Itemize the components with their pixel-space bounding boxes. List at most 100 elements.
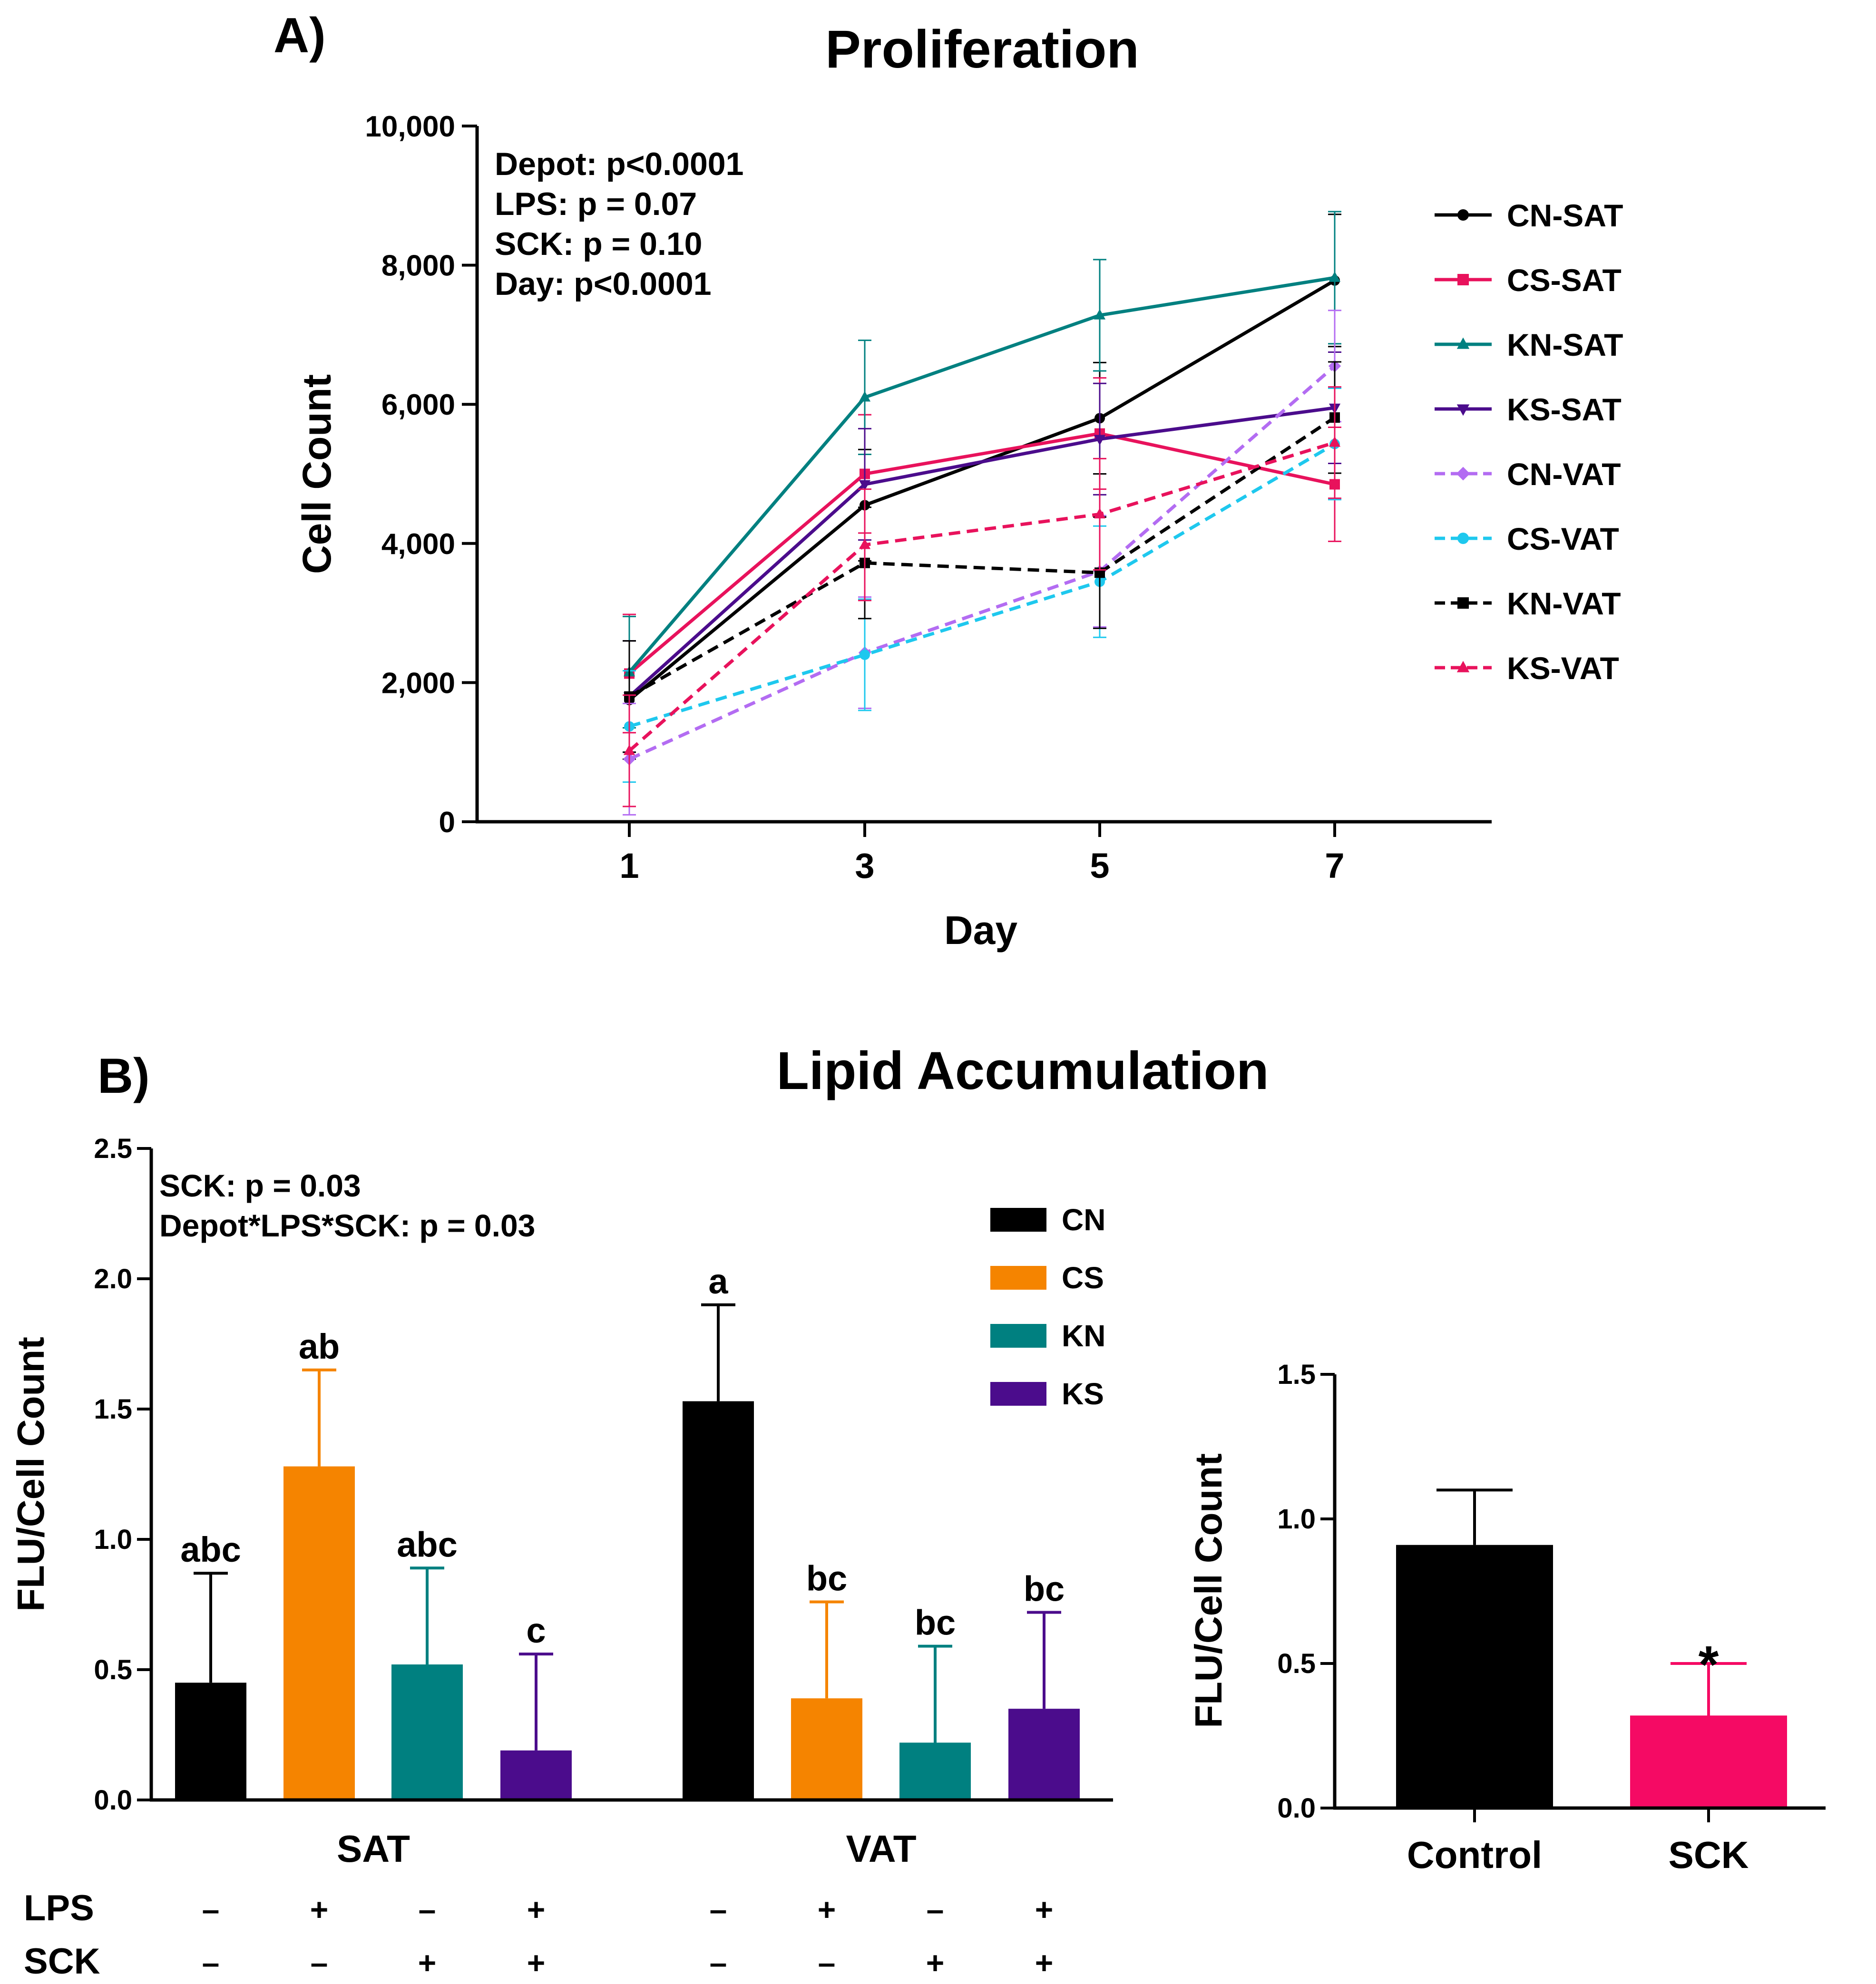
panel-b-label: B) — [98, 1049, 150, 1104]
y-tick-label: 2.5 — [94, 1133, 132, 1164]
y-tick-label: 1.5 — [1277, 1359, 1316, 1390]
lipid-legend: CN CS KN KS — [990, 1203, 1105, 1411]
significance-letter: bc — [915, 1603, 956, 1643]
series-ks-vat — [623, 386, 1341, 807]
bar — [1008, 1709, 1080, 1800]
lipid-title: Lipid Accumulation — [777, 1041, 1269, 1100]
legend-marker — [1457, 533, 1469, 544]
treatment-sign: + — [527, 1945, 546, 1980]
significance-letter: bc — [806, 1559, 847, 1598]
series-line — [628, 365, 1336, 761]
treatment-row-label: SCK — [24, 1941, 100, 1982]
treatment-sign: – — [419, 1892, 436, 1927]
legend-marker — [1456, 337, 1470, 349]
proliferation-y-label: Cell Count — [294, 374, 339, 574]
treatment-row-label: LPS — [24, 1888, 94, 1928]
treatment-sign: – — [202, 1945, 220, 1980]
data-point — [859, 391, 871, 402]
treatment-sign: + — [1035, 1945, 1054, 1980]
significance-asterisk: * — [1699, 1635, 1719, 1694]
x-tick-label: 5 — [1090, 846, 1109, 885]
bar — [500, 1750, 572, 1800]
legend-label: CS — [1062, 1261, 1104, 1295]
control-vs-sck-bars: Control * SCK — [1396, 1488, 1787, 1876]
y-tick-label: 0.0 — [94, 1785, 132, 1816]
control-vs-sck-y-axis: 0.0 0.5 1.0 1.5 — [1277, 1359, 1335, 1824]
x-tick-label: 7 — [1325, 846, 1344, 885]
data-point — [1094, 508, 1106, 519]
data-point — [1329, 271, 1341, 282]
bar-control: Control — [1396, 1488, 1553, 1876]
y-tick-label: 10,000 — [365, 110, 455, 143]
data-point — [1094, 435, 1106, 446]
legend-label: CS-SAT — [1507, 263, 1622, 298]
significance-letter: bc — [1024, 1569, 1065, 1608]
series-line — [628, 416, 1336, 698]
treatment-sign: – — [818, 1945, 836, 1980]
legend-marker — [1457, 274, 1469, 285]
bar-vat-ks: bc — [1008, 1569, 1080, 1800]
bar-sck: * SCK — [1630, 1635, 1787, 1876]
series-line — [628, 442, 1336, 728]
y-tick-label: 0.5 — [94, 1654, 132, 1685]
bar-sat-ks: c — [500, 1611, 572, 1800]
series-line — [628, 432, 1335, 675]
y-tick-label: 2.0 — [94, 1264, 132, 1294]
series-cn-sat — [623, 214, 1341, 760]
bar — [1396, 1545, 1553, 1808]
x-tick-label: 3 — [855, 846, 874, 885]
series-cs-vat — [623, 388, 1341, 783]
data-point — [860, 649, 870, 660]
panel-a-label: A) — [274, 8, 326, 63]
treatment-table: LPS – + – + – + – + SCK – – + + – – + + — [24, 1888, 1053, 1982]
bar — [1630, 1715, 1787, 1808]
proliferation-series — [623, 211, 1341, 816]
treatment-sign: – — [710, 1892, 727, 1927]
proliferation-stats: Depot: p<0.0001 LPS: p = 0.07 SCK: p = 0… — [495, 146, 743, 302]
proliferation-legend: CN-SAT CS-SAT KN-SAT KS-SAT CN-VAT CS-VAT KN-V… — [1435, 198, 1623, 686]
legend-label: KS-VAT — [1507, 651, 1619, 686]
treatment-sign: – — [202, 1892, 220, 1927]
control-vs-sck-plot: 0.0 0.5 1.0 1.5 Control * SCK — [1277, 1359, 1826, 1876]
significance-letter: c — [526, 1611, 546, 1650]
y-tick-label: 2,000 — [381, 667, 455, 700]
bar-sat-cs: ab — [283, 1327, 355, 1800]
data-point — [859, 480, 871, 491]
y-tick-label: 8,000 — [381, 250, 455, 282]
significance-letter: abc — [397, 1525, 458, 1564]
significance-letter: abc — [180, 1530, 241, 1569]
legend-label: CN — [1062, 1203, 1105, 1237]
x-tick-label: 1 — [619, 846, 639, 885]
bar — [391, 1664, 463, 1800]
legend-marker — [1456, 467, 1470, 481]
stat-lipid-interaction: Depot*LPS*SCK: p = 0.03 — [159, 1208, 535, 1243]
lipid-y-label: FLU/Cell Count — [10, 1337, 52, 1612]
legend-label: CS-VAT — [1507, 521, 1619, 556]
legend-swatch — [990, 1208, 1046, 1232]
proliferation-x-axis: 1 3 5 7 — [619, 822, 1345, 885]
stat-depot: Depot: p<0.0001 — [495, 146, 743, 182]
bar-vat-kn: bc — [899, 1603, 971, 1800]
data-point — [1329, 436, 1341, 447]
bar — [175, 1683, 246, 1800]
bar — [683, 1401, 754, 1800]
y-tick-label: 0.5 — [1277, 1648, 1316, 1679]
proliferation-title: Proliferation — [825, 19, 1139, 79]
proliferation-plot: 0 2,000 4,000 6,000 8,000 10,000 1 3 5 7 — [365, 110, 1492, 885]
proliferation-y-axis: 0 2,000 4,000 6,000 8,000 10,000 — [365, 110, 477, 839]
y-tick-label: 1.0 — [94, 1524, 132, 1555]
bar-vat-cn: a — [683, 1262, 754, 1800]
legend-label: CN-SAT — [1507, 198, 1623, 233]
data-point — [623, 744, 635, 755]
lipid-group-labels: SAT VAT — [337, 1828, 917, 1870]
bar — [283, 1466, 355, 1800]
y-tick-label: 0 — [439, 806, 455, 839]
bar — [899, 1742, 971, 1800]
treatment-sign: + — [926, 1945, 945, 1980]
treatment-sign: + — [310, 1892, 329, 1927]
treatment-sign: – — [710, 1945, 727, 1980]
stat-day: Day: p<0.0001 — [495, 266, 712, 302]
group-label: SAT — [337, 1828, 410, 1870]
series-line — [628, 279, 1336, 701]
